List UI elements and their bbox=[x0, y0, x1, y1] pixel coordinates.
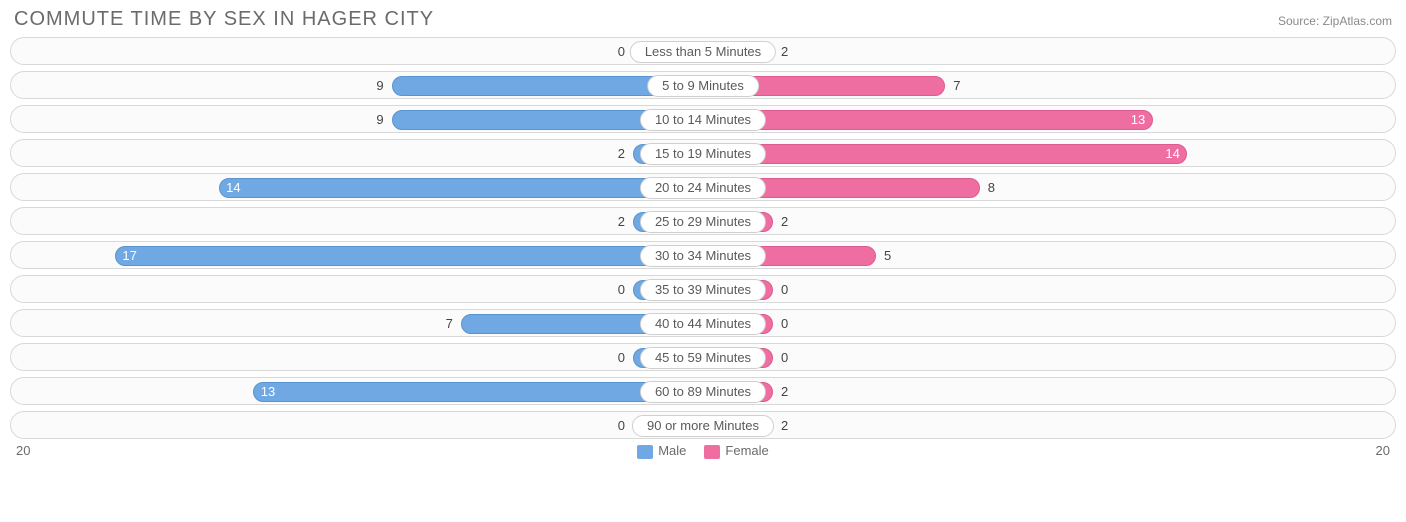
male-value: 9 bbox=[368, 72, 391, 98]
legend-item: Male bbox=[637, 443, 686, 459]
chart-row: 7 0 40 to 44 Minutes bbox=[10, 309, 1396, 337]
chart-row: 13 2 60 to 89 Minutes bbox=[10, 377, 1396, 405]
female-value: 2 bbox=[773, 412, 796, 438]
category-label: 30 to 34 Minutes bbox=[640, 245, 766, 267]
male-value: 2 bbox=[610, 208, 633, 234]
male-bar bbox=[253, 382, 703, 402]
chart-row: 0 290 or more Minutes bbox=[10, 411, 1396, 439]
chart-source: Source: ZipAtlas.com bbox=[1278, 14, 1392, 28]
chart-row: 9 13 10 to 14 Minutes bbox=[10, 105, 1396, 133]
male-value: 2 bbox=[610, 140, 633, 166]
female-value: 13 bbox=[1123, 106, 1153, 132]
female-value: 8 bbox=[980, 174, 1003, 200]
category-label: Less than 5 Minutes bbox=[630, 41, 776, 63]
male-value: 0 bbox=[610, 412, 633, 438]
female-value: 0 bbox=[773, 276, 796, 302]
legend-swatch bbox=[637, 445, 653, 459]
female-bar bbox=[703, 144, 1187, 164]
category-label: 45 to 59 Minutes bbox=[640, 347, 766, 369]
chart-row: 17 5 30 to 34 Minutes bbox=[10, 241, 1396, 269]
female-value: 14 bbox=[1157, 140, 1187, 166]
category-label: 25 to 29 Minutes bbox=[640, 211, 766, 233]
female-value: 7 bbox=[945, 72, 968, 98]
chart-row: 9 7 5 to 9 Minutes bbox=[10, 71, 1396, 99]
chart-title: COMMUTE TIME BY SEX IN HAGER CITY bbox=[14, 8, 434, 31]
category-label: 60 to 89 Minutes bbox=[640, 381, 766, 403]
category-label: 10 to 14 Minutes bbox=[640, 109, 766, 131]
legend-item: Female bbox=[704, 443, 768, 459]
male-value: 13 bbox=[253, 378, 283, 404]
legend: Male Female bbox=[637, 443, 769, 459]
chart-row: 2 14 15 to 19 Minutes bbox=[10, 139, 1396, 167]
axis-left-max: 20 bbox=[16, 443, 30, 458]
category-label: 90 or more Minutes bbox=[632, 415, 774, 437]
male-value: 9 bbox=[368, 106, 391, 132]
female-value: 5 bbox=[876, 242, 899, 268]
legend-label: Male bbox=[658, 443, 686, 458]
female-value: 2 bbox=[773, 38, 796, 64]
male-value: 17 bbox=[114, 242, 144, 268]
chart-header: COMMUTE TIME BY SEX IN HAGER CITY Source… bbox=[10, 8, 1396, 37]
legend-label: Female bbox=[725, 443, 768, 458]
male-value: 14 bbox=[218, 174, 248, 200]
chart-row: 0 0 45 to 59 Minutes bbox=[10, 343, 1396, 371]
legend-swatch bbox=[704, 445, 720, 459]
male-bar bbox=[219, 178, 703, 198]
category-label: 15 to 19 Minutes bbox=[640, 143, 766, 165]
category-label: 35 to 39 Minutes bbox=[640, 279, 766, 301]
male-value: 7 bbox=[438, 310, 461, 336]
female-value: 0 bbox=[773, 344, 796, 370]
chart-footer: 20 Male Female 20 bbox=[10, 439, 1396, 459]
category-label: 20 to 24 Minutes bbox=[640, 177, 766, 199]
female-value: 0 bbox=[773, 310, 796, 336]
chart-row: 2 2 25 to 29 Minutes bbox=[10, 207, 1396, 235]
category-label: 40 to 44 Minutes bbox=[640, 313, 766, 335]
chart-row: 14 8 20 to 24 Minutes bbox=[10, 173, 1396, 201]
axis-right-max: 20 bbox=[1376, 443, 1390, 458]
male-bar bbox=[115, 246, 703, 266]
male-value: 0 bbox=[610, 276, 633, 302]
female-bar bbox=[703, 110, 1153, 130]
category-label: 5 to 9 Minutes bbox=[647, 75, 759, 97]
male-value: 0 bbox=[610, 344, 633, 370]
female-value: 2 bbox=[773, 378, 796, 404]
chart-rows: 02Less than 5 Minutes975 to 9 Minutes913… bbox=[10, 37, 1396, 439]
chart-row: 0 0 35 to 39 Minutes bbox=[10, 275, 1396, 303]
chart-row: 02Less than 5 Minutes bbox=[10, 37, 1396, 65]
female-value: 2 bbox=[773, 208, 796, 234]
